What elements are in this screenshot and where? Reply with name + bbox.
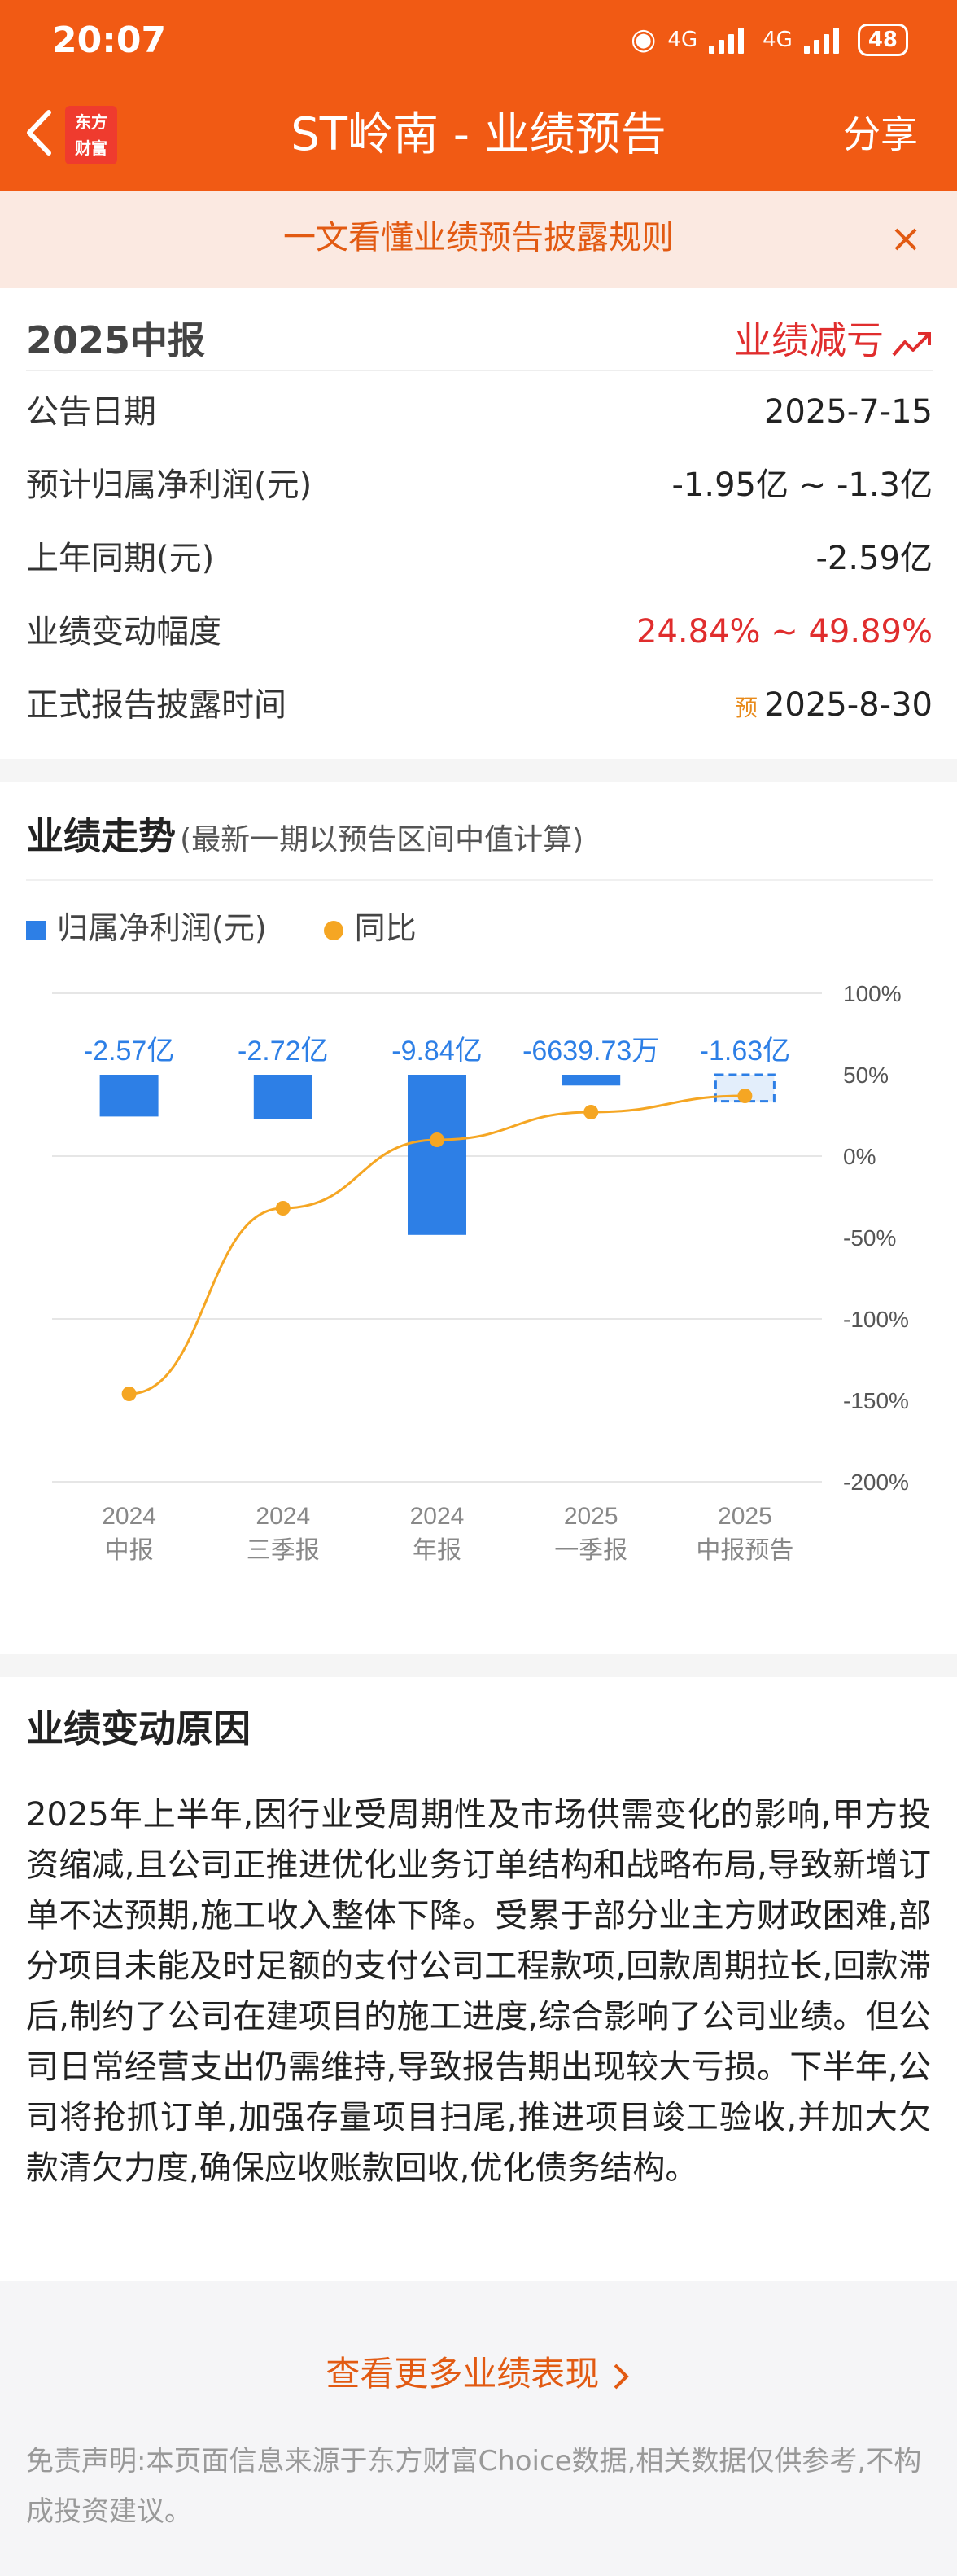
row-value: 2025-7-15 — [763, 393, 933, 431]
y2-tick-label: -200% — [843, 1470, 909, 1495]
forecast-type: 业绩减亏 — [734, 311, 933, 365]
logo-line-2: 财富 — [75, 138, 107, 158]
trend-up-icon — [892, 331, 931, 356]
x-tick-label-year: 2025 — [718, 1503, 772, 1530]
status-time: 20:07 — [52, 20, 167, 61]
yoy-line — [129, 1094, 745, 1395]
trend-header: 业绩走势 (最新一期以预告区间中值计算) — [26, 800, 933, 881]
bar-value-label: -1.63亿 — [700, 1036, 791, 1067]
bar — [408, 1075, 466, 1235]
more-performance-link[interactable]: 查看更多业绩表现 — [0, 2350, 957, 2399]
bar — [99, 1075, 159, 1117]
x-tick-label-year: 2024 — [102, 1503, 156, 1530]
yoy-point — [275, 1201, 291, 1216]
page-title: ST岭南 - 业绩预告 — [291, 108, 666, 161]
bar-value-label: -2.72亿 — [238, 1036, 329, 1067]
forecast-row-net-profit: 预计归属净利润(元) -1.95亿 ~ -1.3亿 — [26, 461, 933, 510]
bar — [562, 1075, 621, 1086]
trend-subtitle: (最新一期以预告区间中值计算) — [180, 823, 584, 856]
x-tick-label-period: 中报预告 — [696, 1537, 793, 1564]
share-button[interactable]: 分享 — [843, 112, 918, 156]
reason-title: 业绩变动原因 — [26, 1706, 251, 1750]
forecast-row-report-date: 正式报告披露时间 预 2025-8-30 — [26, 681, 933, 729]
y2-tick-label: 50% — [843, 1062, 889, 1088]
network-label-2: 4G — [763, 27, 793, 52]
row-value-text: 2025-8-30 — [763, 686, 933, 724]
eye-icon: ◉ — [630, 23, 657, 56]
footer: 查看更多业绩表现 免责声明:本页面信息来源于东方财富Choice数据,相关数据仅… — [0, 2281, 957, 2576]
bar-value-label: -9.84亿 — [391, 1036, 483, 1067]
status-icons: ◉ 4G 4G 48 — [631, 23, 908, 56]
yoy-point — [121, 1387, 137, 1401]
back-button[interactable] — [21, 104, 70, 161]
row-key: 业绩变动幅度 — [26, 613, 221, 651]
row-value: 24.84% ~ 49.89% — [636, 613, 933, 651]
row-key: 上年同期(元) — [26, 540, 215, 577]
nav-bar: 东方 财富 ST岭南 - 业绩预告 分享 — [0, 88, 957, 182]
bar-value-label: -6639.73万 — [522, 1036, 659, 1067]
legend-line-label: 同比 — [354, 910, 417, 946]
row-value: -1.95亿 ~ -1.3亿 — [671, 467, 933, 504]
bar — [253, 1075, 312, 1119]
legend-line[interactable]: 同比 — [323, 904, 417, 953]
x-tick-label-period: 三季报 — [247, 1537, 320, 1564]
notice-link[interactable]: 一文看懂业绩预告披露规则 — [283, 219, 674, 256]
yoy-point — [430, 1132, 444, 1147]
forecast-row-last-year: 上年同期(元) -2.59亿 — [26, 534, 933, 583]
signal-icon — [709, 26, 751, 54]
legend-bar[interactable]: 归属净利润(元) — [26, 904, 267, 953]
x-tick-label-period: 中报 — [105, 1537, 154, 1564]
x-tick-label-period: 一季报 — [554, 1537, 627, 1564]
chart-legend: 归属净利润(元) 同比 — [26, 904, 417, 953]
trend-card: 业绩走势 (最新一期以预告区间中值计算) 归属净利润(元) 同比 100% 50%… — [0, 782, 957, 1654]
network-label-1: 4G — [667, 27, 698, 52]
disclaimer: 免责声明:本页面信息来源于东方财富Choice数据,相关数据仅供参考,不构成投资… — [26, 2445, 922, 2528]
forecast-header: 2025中报 业绩减亏 — [26, 300, 933, 371]
reason-body: 2025年上半年,因行业受周期性及市场供需变化的影响,甲方投资缩减,且公司正推进… — [26, 1796, 931, 2187]
legend-bar-label: 归属净利润(元) — [57, 910, 267, 946]
estimate-badge: 预 — [734, 694, 758, 721]
row-value: -2.59亿 — [815, 540, 933, 577]
chevron-right-icon — [614, 2364, 629, 2389]
forecast-type-label: 业绩减亏 — [734, 318, 884, 362]
row-key: 预计归属净利润(元) — [26, 467, 312, 504]
forecast-row-announce-date: 公告日期 2025-7-15 — [26, 388, 933, 436]
x-tick-label-period: 年报 — [413, 1537, 461, 1564]
y2-tick-label: 100% — [843, 981, 902, 1006]
app-logo: 东方 财富 — [65, 106, 117, 164]
y2-tick-label: -50% — [843, 1225, 896, 1251]
legend-bar-swatch — [26, 920, 46, 940]
forecast-period: 2025中报 — [26, 318, 206, 362]
y2-tick-label: -150% — [843, 1388, 909, 1413]
x-tick-label-year: 2024 — [256, 1503, 310, 1530]
trend-title: 业绩走势 — [26, 814, 176, 858]
more-label: 查看更多业绩表现 — [326, 2354, 600, 2394]
forecast-card: 2025中报 业绩减亏 公告日期 2025-7-15 预计归属净利润(元) -1… — [0, 288, 957, 759]
legend-line-swatch — [323, 920, 343, 940]
signal-icon — [803, 26, 846, 54]
yoy-point — [737, 1089, 753, 1103]
close-icon[interactable] — [892, 215, 920, 264]
notice-banner[interactable]: 一文看懂业绩预告披露规则 — [0, 191, 957, 288]
forecast-row-change-range: 业绩变动幅度 24.84% ~ 49.89% — [26, 607, 933, 656]
yoy-point — [583, 1105, 599, 1119]
row-value: 预 2025-8-30 — [735, 681, 933, 733]
reason-card: 业绩变动原因 2025年上半年,因行业受周期性及市场供需变化的影响,甲方投资缩减… — [0, 1677, 957, 2281]
chart-svg: 100% 50% 0% -50% -100% -150% -200% -2.57亿 -2.72亿… — [52, 981, 909, 1564]
logo-line-1: 东方 — [75, 112, 107, 132]
performance-chart: 100% 50% 0% -50% -100% -150% -200% -2.57亿 -2.72亿… — [0, 977, 957, 1628]
y2-tick-label: -100% — [843, 1307, 909, 1332]
x-tick-label-year: 2024 — [410, 1503, 465, 1530]
battery-icon: 48 — [857, 23, 908, 56]
bar-value-label: -2.57亿 — [84, 1036, 175, 1067]
status-bar: 20:07 ◉ 4G 4G 48 — [0, 0, 957, 78]
row-key: 正式报告披露时间 — [26, 686, 286, 724]
header: 20:07 ◉ 4G 4G 48 东方 财富 ST岭南 - 业绩预告 分享 — [0, 0, 957, 191]
chevron-left-icon — [27, 110, 51, 156]
row-key: 公告日期 — [26, 393, 156, 431]
x-tick-label-year: 2025 — [564, 1503, 618, 1530]
y2-tick-label: 0% — [843, 1144, 876, 1169]
